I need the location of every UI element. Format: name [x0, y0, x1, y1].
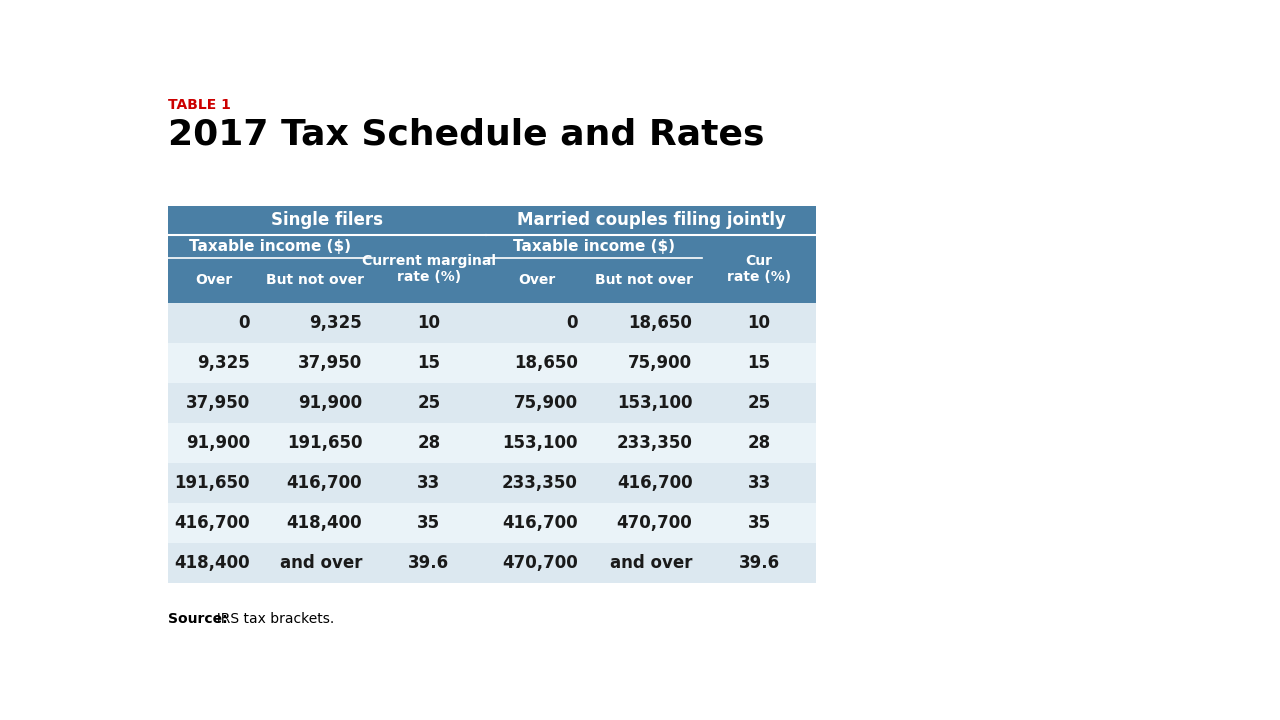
Text: Single filers: Single filers [271, 212, 383, 230]
Text: IRS tax brackets.: IRS tax brackets. [209, 611, 334, 626]
Bar [168, 503, 817, 543]
Text: 418,400: 418,400 [174, 554, 250, 572]
Bar [168, 206, 486, 235]
Bar [486, 235, 701, 258]
Text: But not over: But not over [266, 274, 365, 287]
Text: 416,700: 416,700 [174, 514, 250, 532]
Text: 153,100: 153,100 [617, 394, 692, 412]
Bar [168, 423, 817, 463]
Text: 39.6: 39.6 [408, 554, 449, 572]
Text: 18,650: 18,650 [628, 314, 692, 332]
Text: 37,950: 37,950 [298, 354, 362, 372]
Bar [371, 235, 486, 303]
Bar [486, 206, 817, 235]
Text: Taxable income ($): Taxable income ($) [513, 239, 675, 254]
Text: 10: 10 [748, 314, 771, 332]
Text: 416,700: 416,700 [287, 474, 362, 492]
Text: and over: and over [611, 554, 692, 572]
Text: Current marginal
rate (%): Current marginal rate (%) [362, 253, 495, 284]
Text: 33: 33 [417, 474, 440, 492]
Text: 25: 25 [748, 394, 771, 412]
Text: 33: 33 [748, 474, 771, 492]
Text: 470,700: 470,700 [617, 514, 692, 532]
Text: Over: Over [518, 274, 556, 287]
Text: 37,950: 37,950 [186, 394, 250, 412]
Text: Taxable income ($): Taxable income ($) [188, 239, 351, 254]
Text: Source:: Source: [168, 611, 228, 626]
Text: 28: 28 [748, 434, 771, 452]
Text: 416,700: 416,700 [617, 474, 692, 492]
Bar [701, 235, 817, 303]
Text: Cur
rate (%): Cur rate (%) [727, 253, 791, 284]
Text: 0: 0 [238, 314, 250, 332]
Text: 10: 10 [417, 314, 440, 332]
Bar [168, 258, 259, 303]
Text: 470,700: 470,700 [502, 554, 577, 572]
Text: 15: 15 [417, 354, 440, 372]
Text: and over: and over [280, 554, 362, 572]
Text: 25: 25 [417, 394, 440, 412]
Bar [168, 543, 817, 583]
Text: 39.6: 39.6 [739, 554, 780, 572]
Text: 191,650: 191,650 [287, 434, 362, 452]
Text: But not over: But not over [595, 274, 694, 287]
Text: 233,350: 233,350 [617, 434, 692, 452]
Text: 28: 28 [417, 434, 440, 452]
Bar [259, 258, 371, 303]
Text: 18,650: 18,650 [513, 354, 577, 372]
Text: 9,325: 9,325 [197, 354, 250, 372]
Text: 418,400: 418,400 [287, 514, 362, 532]
Text: 191,650: 191,650 [174, 474, 250, 492]
Bar [168, 235, 371, 258]
Bar [168, 463, 817, 503]
Text: 75,900: 75,900 [628, 354, 692, 372]
Text: 153,100: 153,100 [502, 434, 577, 452]
Text: 9,325: 9,325 [310, 314, 362, 332]
Text: 35: 35 [417, 514, 440, 532]
Text: 416,700: 416,700 [502, 514, 577, 532]
Text: Married couples filing jointly: Married couples filing jointly [517, 212, 786, 230]
Bar [588, 258, 701, 303]
Text: 91,900: 91,900 [186, 434, 250, 452]
Bar [168, 303, 817, 343]
Bar [486, 258, 588, 303]
Text: 75,900: 75,900 [513, 394, 577, 412]
Bar [168, 343, 817, 383]
Text: 35: 35 [748, 514, 771, 532]
Text: Over: Over [195, 274, 232, 287]
Text: 0: 0 [566, 314, 577, 332]
Text: 91,900: 91,900 [298, 394, 362, 412]
Text: 2017 Tax Schedule and Rates: 2017 Tax Schedule and Rates [168, 117, 764, 151]
Text: 15: 15 [748, 354, 771, 372]
Text: 233,350: 233,350 [502, 474, 577, 492]
Bar [168, 383, 817, 423]
Text: TABLE 1: TABLE 1 [168, 98, 230, 112]
